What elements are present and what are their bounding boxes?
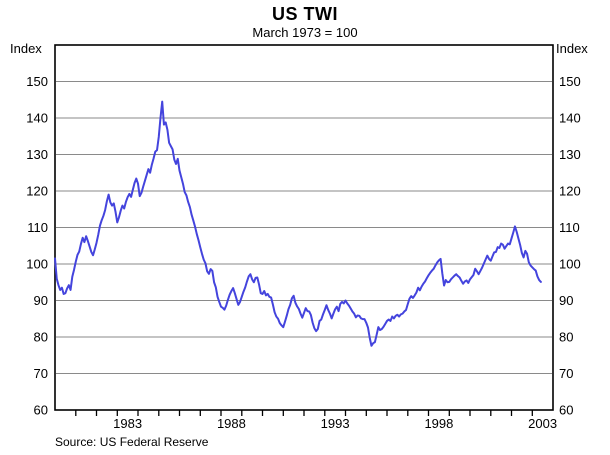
y-axis-unit-right: Index <box>556 41 588 56</box>
source-note: Source: US Federal Reserve <box>55 435 209 449</box>
y-axis-unit-left: Index <box>10 41 42 56</box>
y-tick-label-left: 120 <box>26 184 48 199</box>
x-tick-label: 1993 <box>321 416 350 431</box>
y-tick-label-right: 70 <box>559 366 573 381</box>
y-tick-label-left: 60 <box>34 403 48 418</box>
chart-subtitle: March 1973 = 100 <box>252 25 358 40</box>
twi-data-line <box>54 100 542 347</box>
y-tick-label-right: 150 <box>559 74 581 89</box>
y-tick-label-left: 70 <box>34 366 48 381</box>
y-tick-label-right: 110 <box>559 220 580 235</box>
y-tick-label-left: 130 <box>26 147 48 162</box>
y-tick-label-right: 90 <box>559 293 573 308</box>
y-tick-label-right: 100 <box>559 257 581 272</box>
y-tick-label-right: 130 <box>559 147 581 162</box>
y-tick-label-left: 150 <box>26 74 48 89</box>
y-tick-label-right: 60 <box>559 403 573 418</box>
y-tick-label-left: 90 <box>34 293 48 308</box>
x-tick-label: 2003 <box>528 416 557 431</box>
x-tick-label: 1983 <box>113 416 142 431</box>
chart-title: US TWI <box>272 4 338 24</box>
y-tick-label-left: 110 <box>27 220 48 235</box>
y-tick-label-right: 80 <box>559 330 573 345</box>
x-tick-label: 1988 <box>217 416 246 431</box>
y-tick-label-left: 80 <box>34 330 48 345</box>
y-tick-label-left: 140 <box>26 111 48 126</box>
y-tick-label-left: 100 <box>26 257 48 272</box>
y-tick-label-right: 140 <box>559 111 581 126</box>
y-tick-label-right: 120 <box>559 184 581 199</box>
x-tick-label: 1998 <box>424 416 453 431</box>
